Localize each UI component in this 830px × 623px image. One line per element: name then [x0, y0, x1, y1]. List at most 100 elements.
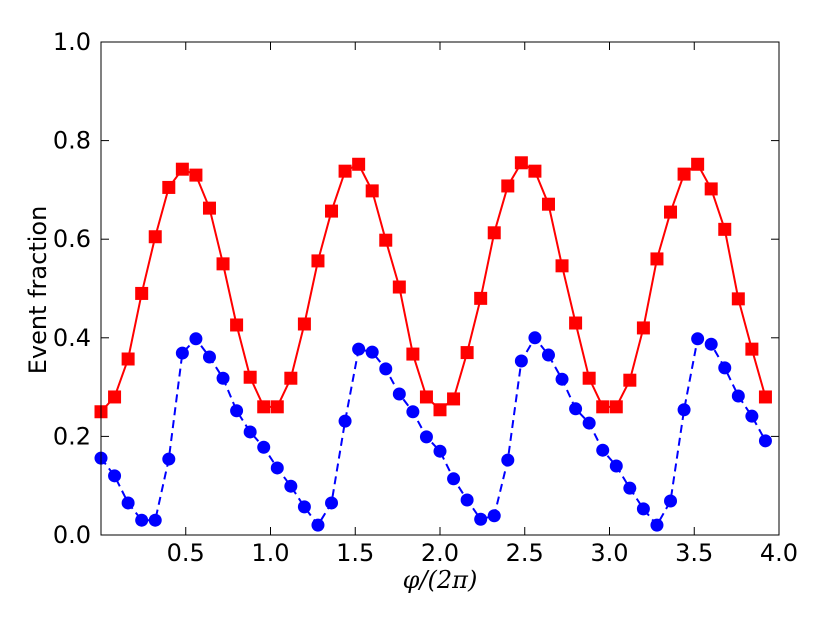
x-tick-label: 3.5	[675, 539, 713, 567]
marker	[175, 162, 189, 176]
marker	[230, 318, 244, 332]
marker	[352, 157, 366, 171]
marker	[555, 259, 569, 273]
marker	[650, 252, 664, 266]
marker	[338, 414, 352, 428]
marker	[487, 509, 501, 523]
marker	[325, 204, 339, 218]
marker	[745, 342, 759, 356]
marker	[297, 317, 311, 331]
marker	[501, 179, 515, 193]
marker	[758, 434, 772, 448]
marker	[596, 443, 610, 457]
y-tick-label: 1.0	[53, 28, 91, 56]
marker	[731, 389, 745, 403]
marker	[189, 168, 203, 182]
marker	[406, 347, 420, 361]
marker	[216, 257, 230, 271]
marker	[202, 201, 216, 215]
x-tick-label: 2.0	[421, 539, 459, 567]
marker	[650, 518, 664, 532]
marker	[474, 512, 488, 526]
marker	[691, 157, 705, 171]
marker	[636, 321, 650, 335]
y-tick-label: 0.0	[53, 521, 91, 549]
marker	[460, 346, 474, 360]
marker	[148, 513, 162, 527]
marker	[175, 346, 189, 360]
marker	[433, 403, 447, 417]
marker	[664, 494, 678, 508]
marker	[352, 342, 366, 356]
marker	[202, 350, 216, 364]
marker	[609, 459, 623, 473]
series-line	[100, 161, 767, 413]
y-axis-label: Event fraction	[24, 206, 52, 375]
marker	[704, 182, 718, 196]
marker	[541, 197, 555, 211]
marker	[270, 461, 284, 475]
marker	[677, 403, 691, 417]
marker	[677, 167, 691, 181]
marker	[664, 205, 678, 219]
marker	[731, 292, 745, 306]
marker	[514, 354, 528, 368]
marker	[216, 371, 230, 385]
marker	[704, 337, 718, 351]
x-axis-label: φ/(2π)	[403, 566, 478, 594]
marker	[257, 440, 271, 454]
marker	[406, 405, 420, 419]
x-tick-label: 1.5	[336, 539, 374, 567]
marker	[297, 500, 311, 514]
marker	[189, 332, 203, 346]
marker	[528, 331, 542, 345]
marker	[582, 371, 596, 385]
marker	[270, 400, 284, 414]
x-tick-label: 3.0	[590, 539, 628, 567]
marker	[460, 493, 474, 507]
y-tick-label: 0.8	[53, 127, 91, 155]
marker	[447, 392, 461, 406]
marker	[311, 254, 325, 268]
y-tick-label: 0.6	[53, 225, 91, 253]
marker	[338, 164, 352, 178]
marker	[623, 481, 637, 495]
marker	[501, 453, 515, 467]
marker	[487, 226, 501, 240]
marker	[243, 370, 257, 384]
marker	[474, 291, 488, 305]
marker	[718, 222, 732, 236]
marker	[284, 479, 298, 493]
marker	[745, 409, 759, 423]
marker	[636, 502, 650, 516]
y-tick-label: 0.4	[53, 324, 91, 352]
marker	[528, 164, 542, 178]
marker	[392, 387, 406, 401]
marker	[162, 452, 176, 466]
marker	[121, 496, 135, 510]
marker	[325, 496, 339, 510]
marker	[135, 286, 149, 300]
marker	[108, 390, 122, 404]
marker	[596, 400, 610, 414]
marker	[541, 348, 555, 362]
marker	[691, 332, 705, 346]
x-tick-label: 1.0	[251, 539, 289, 567]
marker	[311, 518, 325, 532]
marker	[419, 390, 433, 404]
marker	[135, 513, 149, 527]
marker	[379, 233, 393, 247]
marker	[162, 180, 176, 194]
x-tick-label: 2.5	[506, 539, 544, 567]
marker	[718, 361, 732, 375]
marker	[514, 156, 528, 170]
plot-frame	[100, 41, 780, 536]
marker	[447, 472, 461, 486]
x-tick-label: 4.0	[760, 539, 798, 567]
marker	[365, 184, 379, 198]
marker	[392, 280, 406, 294]
marker	[569, 402, 583, 416]
marker	[555, 372, 569, 386]
